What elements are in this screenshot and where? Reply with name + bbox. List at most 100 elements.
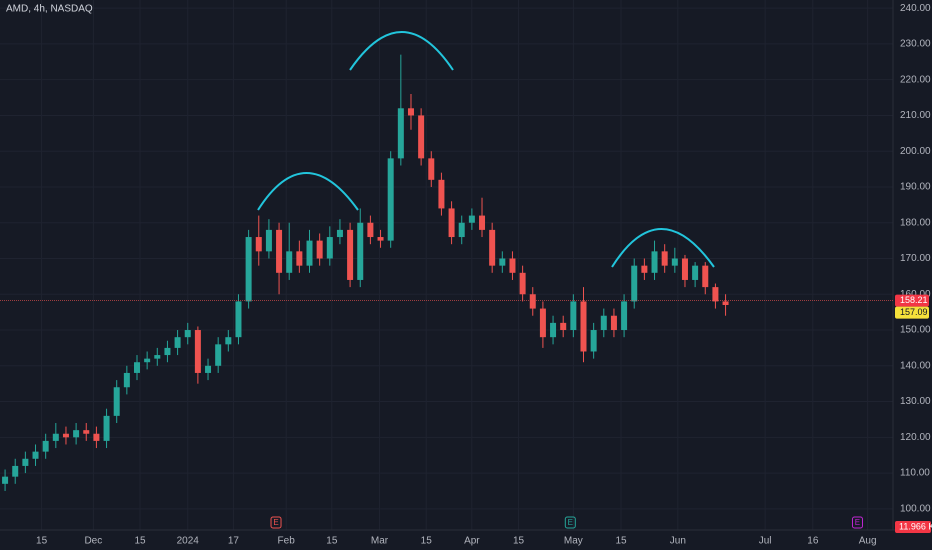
earnings-label: E xyxy=(855,518,860,527)
candle-body xyxy=(448,208,455,238)
candle-body xyxy=(225,337,232,345)
y-tick-label: 220.00 xyxy=(900,74,931,85)
candle-body xyxy=(641,265,648,273)
candle-body xyxy=(631,265,638,302)
candle-body xyxy=(265,229,272,252)
y-tick-label: 240.00 xyxy=(900,3,931,14)
candle-body xyxy=(529,294,536,309)
x-tick-label: Feb xyxy=(278,536,296,547)
candle-body xyxy=(22,458,29,466)
earnings-marker xyxy=(564,516,576,529)
candle-body xyxy=(580,301,587,352)
right-shoulder-arc xyxy=(611,228,715,268)
x-tick-label: 2024 xyxy=(177,536,200,547)
x-tick-label: 17 xyxy=(228,536,240,547)
candle-body xyxy=(681,258,688,280)
candle-body xyxy=(286,251,293,273)
x-tick-label: Aug xyxy=(859,536,877,547)
candle-body xyxy=(570,301,577,331)
candle-body xyxy=(235,301,242,338)
candle-body xyxy=(590,330,597,352)
y-tick-label: 190.00 xyxy=(900,182,931,193)
grid xyxy=(0,0,893,530)
y-tick-label: 100.00 xyxy=(900,503,931,514)
candle-body xyxy=(468,215,475,223)
candle-body xyxy=(407,108,414,116)
candle-body xyxy=(397,108,404,159)
y-tick-label: 170.00 xyxy=(900,253,931,264)
candle-body xyxy=(702,265,709,288)
candle-body xyxy=(32,451,39,459)
symbol-title: AMD, 4h, NASDAQ xyxy=(6,4,93,15)
candle-body xyxy=(722,301,729,305)
candle-body xyxy=(296,251,303,266)
candle-body xyxy=(560,322,567,331)
x-tick-label: Mar xyxy=(371,536,389,547)
y-tick-label: 110.00 xyxy=(900,468,930,479)
candle-body xyxy=(357,222,364,280)
candle-body xyxy=(184,330,191,338)
x-tick-label: Dec xyxy=(84,536,102,547)
candle-body xyxy=(692,265,699,280)
candle-body xyxy=(12,465,19,477)
candle-body xyxy=(600,315,607,331)
x-tick-label: 15 xyxy=(615,536,627,547)
candle-body xyxy=(479,215,486,230)
x-tick-label: May xyxy=(564,536,583,547)
x-tick-label: 15 xyxy=(36,536,48,547)
candle-body xyxy=(144,358,151,363)
candle-body xyxy=(651,251,658,273)
candle-body xyxy=(103,415,110,441)
prev-close-label: 157.09 xyxy=(900,307,928,317)
candle-body xyxy=(276,229,283,273)
y-tick-label: 180.00 xyxy=(900,217,931,228)
candle-body xyxy=(205,365,212,373)
candle-body xyxy=(347,229,354,280)
x-tick-label: Apr xyxy=(464,536,480,547)
candle-body xyxy=(306,240,313,266)
candle-body xyxy=(509,258,516,273)
head-arc xyxy=(349,31,454,71)
last-price-badge xyxy=(895,294,929,307)
candle-body xyxy=(83,430,90,434)
candle-body xyxy=(164,347,171,356)
candle-body xyxy=(387,158,394,241)
y-tick-label: 200.00 xyxy=(900,146,931,157)
y-tick-label: 160.00 xyxy=(900,289,931,300)
candle-body xyxy=(133,362,140,373)
y-tick-label: 120.00 xyxy=(900,432,931,443)
candle-body xyxy=(489,229,496,266)
x-tick-label: 15 xyxy=(134,536,146,547)
earnings-label: E xyxy=(568,518,573,527)
candle-body xyxy=(42,440,49,452)
candle-body xyxy=(428,158,435,180)
candle-body xyxy=(610,315,617,331)
x-tick-label: Jun xyxy=(670,536,686,547)
candles xyxy=(2,54,729,491)
candle-body xyxy=(215,344,222,366)
overlay: 100.00 110.00 120.00 130.00 140.00 150.00 160.… xyxy=(0,3,932,547)
candle-body xyxy=(113,387,120,416)
candle-body xyxy=(418,115,425,159)
earnings-marker xyxy=(851,516,863,529)
candle-body xyxy=(174,337,181,348)
earnings-label: E xyxy=(273,518,278,527)
x-tick-label: 15 xyxy=(421,536,433,547)
volume-label: 11.966 K xyxy=(899,521,932,531)
candle-body xyxy=(255,237,262,252)
y-tick-label: 130.00 xyxy=(900,396,931,407)
candle-body xyxy=(93,433,100,441)
x-tick-label: 15 xyxy=(513,536,525,547)
candle-body xyxy=(336,229,343,238)
candle-body xyxy=(123,372,130,388)
earnings-marker xyxy=(270,516,282,529)
y-tick-label: 150.00 xyxy=(900,325,931,336)
candle-body xyxy=(194,330,201,373)
candle-body xyxy=(73,430,80,438)
volume-badge xyxy=(895,521,931,533)
candle-body xyxy=(154,355,161,359)
candle-body xyxy=(316,240,323,259)
candle-body xyxy=(326,237,333,259)
candle-body xyxy=(377,237,384,241)
candle-body xyxy=(550,322,557,338)
